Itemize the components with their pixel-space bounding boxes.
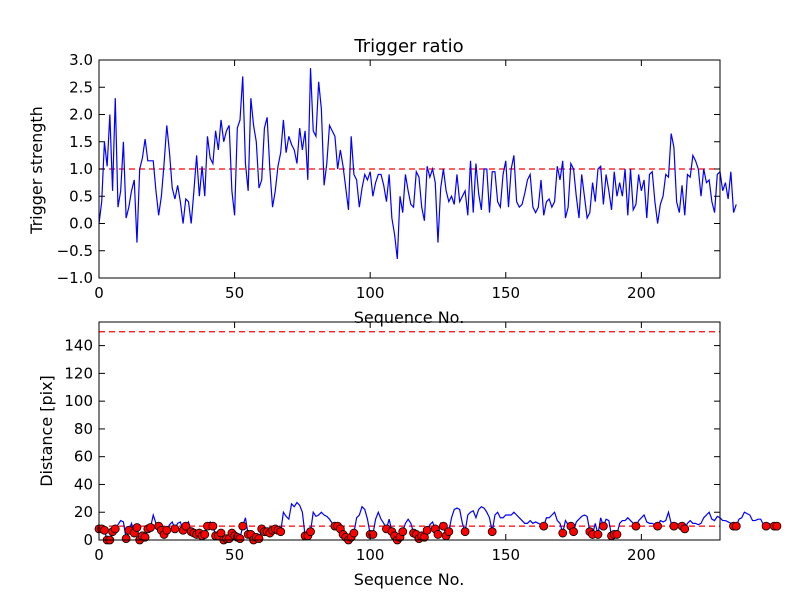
y-tick-label: −0.5	[57, 242, 93, 260]
y-tick-label: 2.0	[69, 106, 93, 124]
y-tick-label: 0.0	[69, 215, 93, 233]
top-plot: Trigger ratio 0 50 100 150 200 −1.0 −0.5 0.0 0.5…	[27, 36, 737, 327]
bottom-xlabel: Sequence No.	[354, 570, 465, 589]
marker-point	[254, 534, 264, 544]
marker-point	[438, 521, 448, 531]
marker-point	[349, 528, 359, 538]
y-tick-label: 40	[74, 475, 93, 493]
marker-point	[612, 530, 622, 539]
y-tick-label: −1.0	[57, 269, 93, 287]
marker-point	[444, 527, 454, 537]
marker-point	[208, 521, 218, 531]
marker-point	[631, 521, 641, 531]
x-tick-label: 150	[491, 546, 520, 564]
series-line	[98, 68, 737, 259]
bottom-plot-frame	[98, 321, 721, 541]
marker-point	[761, 521, 771, 531]
marker-point	[598, 521, 608, 531]
y-tick-label: 0.5	[69, 187, 93, 205]
y-tick-label: 80	[74, 420, 93, 438]
y-tick-label: 120	[64, 364, 93, 382]
marker-point	[121, 534, 131, 544]
marker-point	[772, 521, 782, 531]
marker-point	[680, 524, 690, 534]
x-tick-label: 150	[491, 284, 520, 302]
marker-point	[181, 521, 191, 531]
marker-point	[276, 527, 286, 537]
x-tick-label: 50	[225, 546, 244, 564]
marker-point	[368, 530, 378, 539]
top-ylabel: Trigger strength	[27, 106, 46, 235]
y-tick-label: 1.0	[69, 160, 93, 178]
y-tick-label: 0	[83, 531, 93, 549]
x-tick-label: 200	[627, 284, 656, 302]
marker-point	[539, 521, 549, 531]
bottom-plot: 0 50 100 150 200 0 20 40 60 80 100 120 140 Sequence …	[37, 321, 782, 589]
chart-title: Trigger ratio	[353, 36, 463, 57]
marker-point	[593, 530, 603, 539]
marker-point	[422, 525, 432, 535]
marker-point	[306, 527, 315, 537]
marker-point	[140, 532, 150, 542]
marker-point	[235, 534, 245, 544]
marker-point	[460, 527, 470, 537]
marker-point	[170, 524, 180, 534]
bottom-ylabel: Distance [pix]	[37, 375, 56, 487]
marker-point	[433, 530, 443, 539]
marker-point	[558, 528, 568, 538]
marker-point	[487, 527, 497, 537]
x-tick-label: 100	[356, 284, 385, 302]
y-tick-label: 1.5	[69, 133, 93, 151]
marker-point	[398, 527, 408, 537]
x-tick-label: 200	[627, 546, 656, 564]
marker-point	[238, 521, 248, 531]
x-tick-label: 50	[225, 284, 244, 302]
marker-point	[731, 521, 741, 531]
y-tick-label: 60	[74, 448, 93, 466]
marker-point	[162, 525, 172, 535]
x-tick-label: 100	[356, 546, 385, 564]
marker-point	[669, 521, 679, 531]
y-tick-label: 2.5	[69, 78, 93, 96]
marker-point	[110, 524, 120, 534]
marker-point	[200, 530, 210, 539]
marker-point	[569, 527, 578, 537]
y-tick-label: 3.0	[69, 51, 93, 69]
x-tick-label: 0	[94, 546, 104, 564]
marker-point	[146, 523, 155, 532]
marker-point	[653, 521, 663, 531]
marker-point	[132, 523, 142, 532]
y-tick-label: 100	[64, 392, 93, 410]
y-tick-label: 20	[74, 503, 93, 521]
marker-point	[100, 525, 109, 535]
x-tick-label: 0	[94, 284, 104, 302]
y-tick-label: 140	[64, 337, 93, 355]
